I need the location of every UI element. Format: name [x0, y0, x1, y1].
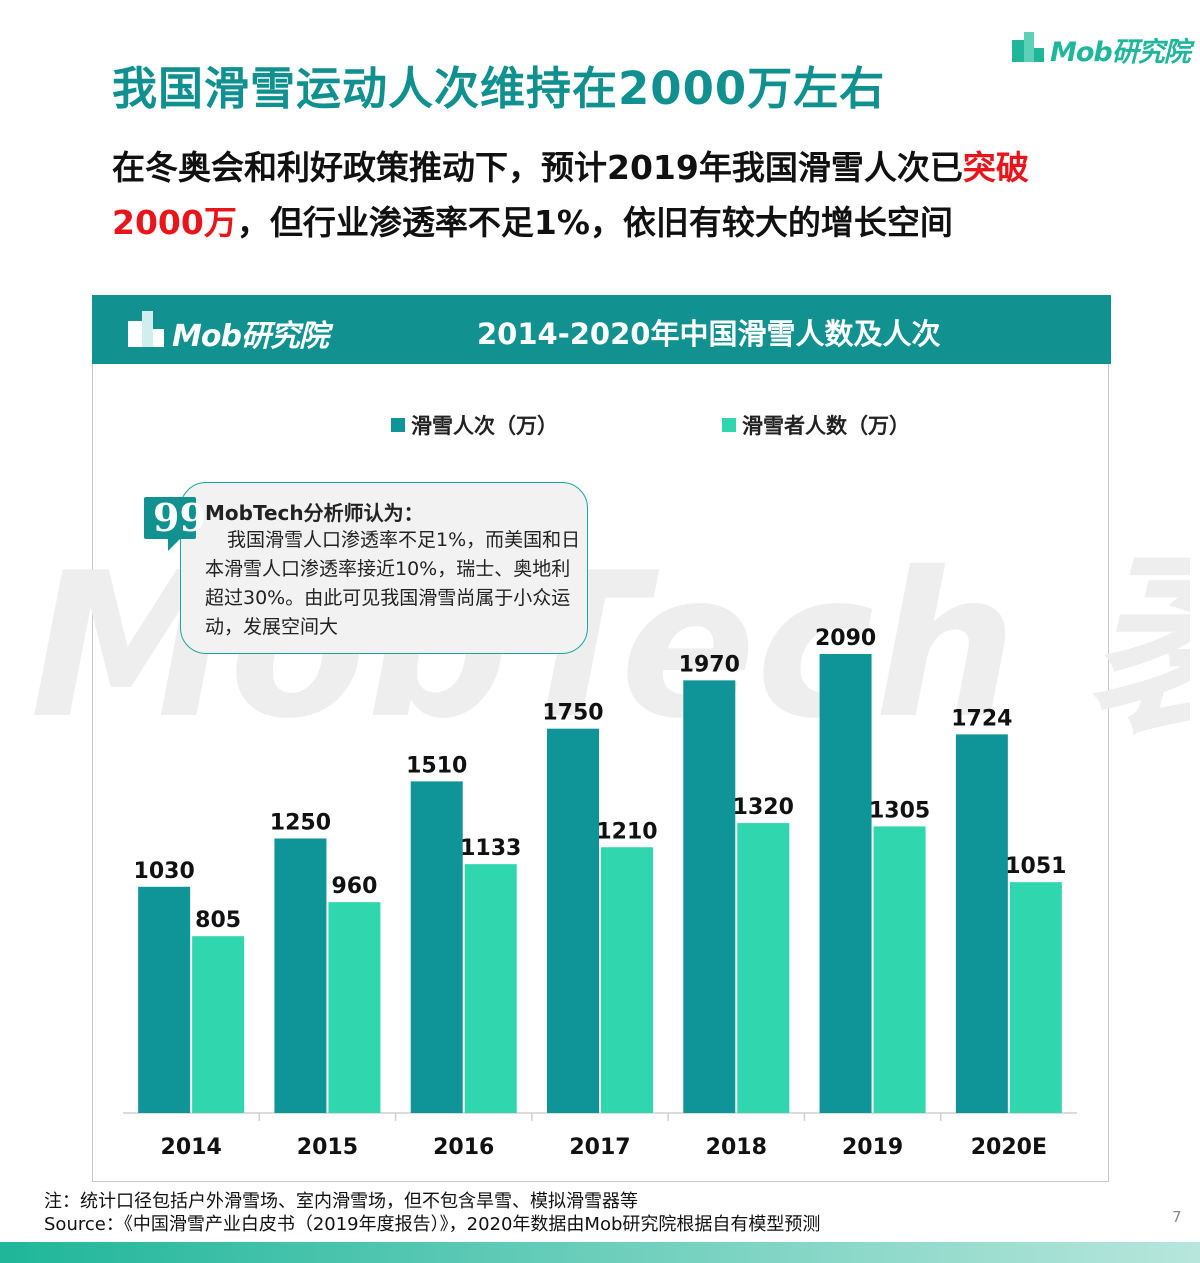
bottom-band: [0, 1242, 1200, 1263]
bar-series1-2020E: [955, 734, 1008, 1113]
callout-title: MobTech分析师认为：: [205, 501, 424, 525]
footnote-note: 注：统计口径包括户外滑雪场、室内滑雪场，但不包含旱雪、模拟滑雪器等: [44, 1191, 638, 1212]
bar-series2-2019: [873, 826, 926, 1113]
brand-logo: Mob研究院: [1010, 22, 1191, 70]
logo-text: Mob研究院: [1050, 37, 1191, 68]
bar-series1-2014: [138, 886, 191, 1113]
analyst-callout: [180, 482, 588, 654]
data-label-series1-2020E: 1724: [951, 706, 1012, 731]
page-title: 我国滑雪运动人次维持在2000万左右: [112, 62, 886, 115]
x-tick-label-2014: 2014: [161, 1135, 222, 1160]
bar-series2-2020E: [1009, 882, 1062, 1113]
callout-body: 我国滑雪人口渗透率不足1%，而美国和日本滑雪人口渗透率接近10%，瑞士、奥地利超…: [205, 529, 581, 638]
bar-series2-2018: [737, 823, 790, 1113]
x-tick-label-2020E: 2020E: [971, 1135, 1047, 1160]
legend-item-series1: 滑雪人次（万）: [391, 410, 558, 438]
subtitle-part1: 在冬奥会和利好政策推动下，预计2019年我国滑雪人次已: [112, 148, 963, 187]
subtitle-highlight: 突破2000万: [112, 148, 1029, 242]
subtitle-part2: ，但行业渗透率不足1%，依旧有较大的增长空间: [236, 203, 953, 242]
x-tick-label-2018: 2018: [706, 1135, 767, 1160]
legend-label-series2: 滑雪者人数（万）: [742, 414, 910, 438]
bar-series2-2017: [601, 847, 653, 1113]
legend-label-series1: 滑雪人次（万）: [411, 414, 558, 438]
data-label-series2-2019: 1305: [869, 798, 930, 823]
data-label-series1-2019: 2090: [815, 626, 876, 651]
data-label-series2-2020E: 1051: [1005, 854, 1066, 879]
data-label-series2-2014: 805: [195, 908, 241, 933]
bar-series2-2016: [464, 864, 517, 1113]
data-label-series1-2017: 1750: [542, 701, 603, 726]
logo-mark-icon: [1012, 32, 1044, 62]
x-tick-label-2016: 2016: [433, 1135, 494, 1160]
page-subtitle: 在冬奥会和利好政策推动下，预计2019年我国滑雪人次已突破2000万，但行业渗透…: [112, 140, 1112, 250]
data-label-series1-2014: 1030: [134, 859, 195, 884]
chart-panel: Mob研究院 2014-2020年中国滑雪人数及人次: [92, 295, 1111, 1182]
footnote-source: Source：《中国滑雪产业白皮书（2019年度报告）》，2020年数据由Mob…: [44, 1214, 821, 1235]
quote-icon: 99: [144, 495, 206, 551]
footnote: 注：统计口径包括户外滑雪场、室内滑雪场，但不包含旱雪、模拟滑雪器等 Source…: [44, 1190, 820, 1236]
bar-series1-2017: [547, 728, 599, 1113]
x-tick-label-2015: 2015: [297, 1135, 358, 1160]
bar-series1-2019: [819, 654, 872, 1113]
bar-series1-2018: [683, 680, 736, 1113]
data-label-series2-2017: 1210: [596, 819, 657, 844]
legend-item-series2: 滑雪者人数（万）: [722, 410, 910, 438]
page-number: 7: [1172, 1208, 1182, 1226]
panel-logo-mark-icon: [128, 311, 164, 347]
bar-series1-2015: [274, 838, 327, 1113]
data-label-series1-2015: 1250: [270, 810, 331, 835]
chart-title: 2014-2020年中国滑雪人数及人次: [477, 317, 941, 351]
bar-series2-2015: [328, 902, 381, 1113]
data-label-series2-2016: 1133: [460, 836, 521, 861]
data-label-series1-2016: 1510: [406, 753, 467, 778]
x-tick-label-2019: 2019: [842, 1135, 903, 1160]
legend-swatch-series1: [391, 418, 405, 432]
bar-series2-2014: [192, 936, 245, 1113]
data-label-series1-2018: 1970: [679, 652, 740, 677]
legend-swatch-series2: [722, 418, 736, 432]
panel-brand: Mob研究院: [172, 319, 329, 354]
bar-series1-2016: [410, 781, 463, 1113]
data-label-series2-2015: 960: [331, 874, 377, 899]
data-label-series2-2018: 1320: [733, 795, 794, 820]
chart-panel-header: Mob研究院 2014-2020年中国滑雪人数及人次: [92, 295, 1111, 364]
x-tick-label-2017: 2017: [569, 1135, 630, 1160]
